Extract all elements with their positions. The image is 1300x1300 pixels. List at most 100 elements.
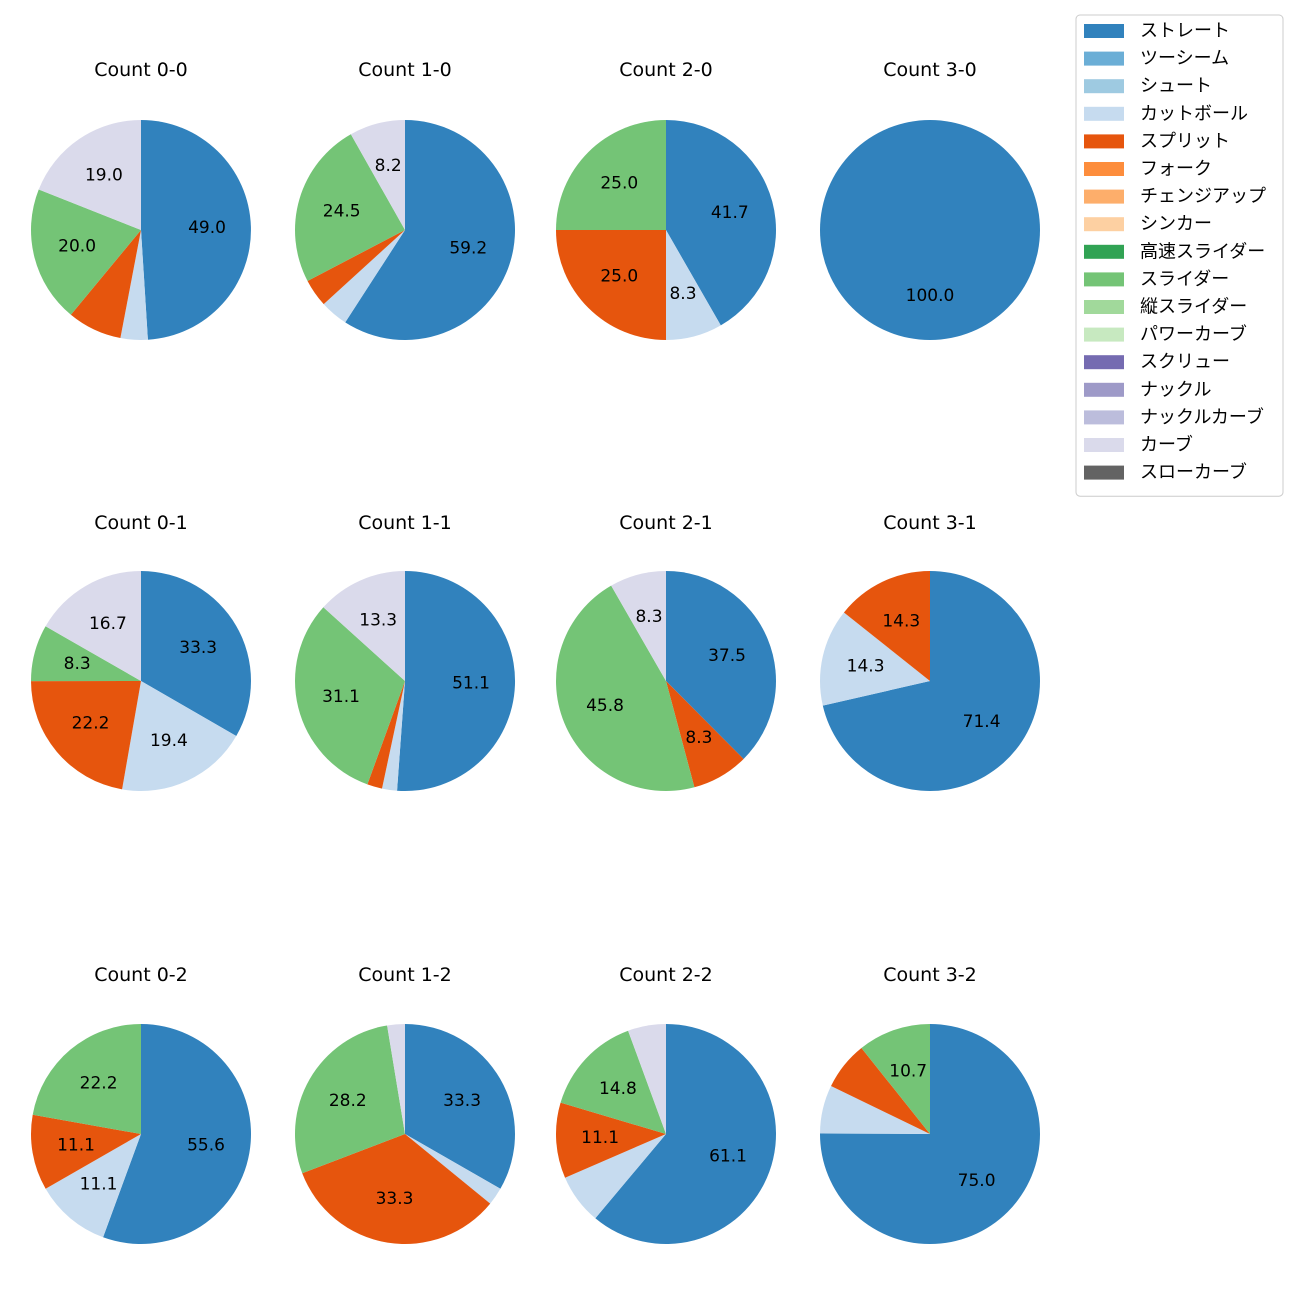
- legend-label: スローカーブ: [1140, 461, 1247, 483]
- slice-count-3-1-1: [819, 612, 930, 706]
- slice-count-2-2-0: [595, 1024, 777, 1244]
- slice-label: 16.7: [89, 614, 127, 634]
- slice-count-1-2-3: [294, 1025, 405, 1174]
- slice-count-3-2-1: [820, 1086, 930, 1134]
- slice-count-0-1-4: [45, 571, 142, 681]
- slice-count-2-0-3: [556, 120, 666, 230]
- slice-label: 28.2: [329, 1091, 367, 1111]
- legend-swatch: [1084, 410, 1124, 425]
- pie-count-1-0: Count 1-0 59.2 24.5 8.2: [294, 59, 516, 340]
- slice-count-2-0-0: [666, 120, 777, 326]
- slice-label: 13.3: [359, 611, 397, 631]
- slice-label: 51.1: [452, 673, 490, 693]
- slice-label: 33.3: [443, 1091, 481, 1111]
- pie-title: Count 3-1: [883, 512, 977, 534]
- legend-label: 縦スライダー: [1140, 297, 1247, 318]
- legend: ストレートツーシームシュートカットボールスプリットフォークチェンジアップシンカー…: [1075, 14, 1284, 497]
- pie-count-0-0: Count 0-0 49.0 20.0 19.0: [30, 59, 251, 340]
- pie-title: Count 3-0: [883, 59, 977, 81]
- slice-count-3-1-2: [843, 571, 930, 681]
- slice-label: 41.7: [711, 203, 749, 223]
- slice-label: 75.0: [958, 1171, 996, 1191]
- slice-count-0-2-1: [45, 1134, 142, 1238]
- slice-count-3-2-2: [831, 1047, 930, 1134]
- legend-label: ナックル: [1140, 379, 1211, 400]
- slice-count-1-2-1: [405, 1134, 501, 1204]
- legend-label: スプリット: [1140, 131, 1230, 152]
- slice-count-1-0-1: [323, 230, 405, 323]
- legend-label: スライダー: [1140, 269, 1229, 290]
- slice-count-0-0-2: [70, 230, 141, 339]
- legend-item: 高速スライダー: [1084, 241, 1265, 262]
- legend-item: スライダー: [1084, 269, 1229, 290]
- legend-swatch: [1084, 106, 1124, 121]
- legend-item: スプリット: [1084, 131, 1230, 152]
- slice-count-1-1-1: [381, 681, 405, 791]
- legend-item: カットボール: [1084, 103, 1248, 124]
- slice-count-2-2-2: [555, 1102, 666, 1178]
- slice-count-2-2-3: [560, 1030, 666, 1134]
- slice-label: 25.0: [600, 173, 638, 193]
- slice-label: 8.3: [669, 284, 696, 304]
- slice-label: 31.1: [322, 687, 360, 707]
- pie-count-3-2: Count 3-2 75.0 10.7: [819, 964, 1040, 1244]
- pie-count-2-0: Count 2-0 41.7 8.3 25.0 25.0: [556, 59, 777, 340]
- legend-swatch: [1084, 300, 1124, 314]
- slice-count-1-1-3: [294, 607, 405, 785]
- legend-label: チェンジアップ: [1140, 186, 1266, 207]
- slice-count-0-1-1: [122, 681, 237, 792]
- slice-label: 14.8: [599, 1079, 637, 1099]
- slice-count-0-1-3: [30, 626, 141, 682]
- slice-count-2-0-1: [666, 230, 721, 340]
- slice-count-2-1-2: [556, 585, 695, 791]
- legend-item: ストレート: [1084, 21, 1230, 42]
- legend-swatch: [1084, 465, 1124, 480]
- slice-count-2-2-4: [628, 1024, 666, 1134]
- slice-label: 37.5: [708, 646, 746, 666]
- legend-label: スクリュー: [1140, 352, 1230, 373]
- pie-count-3-1: Count 3-1 71.4 14.3 14.3: [819, 512, 1040, 791]
- legend-label: 高速スライダー: [1140, 241, 1265, 262]
- legend-item: ナックル: [1084, 379, 1211, 400]
- slice-count-0-0-4: [38, 120, 141, 230]
- slice-count-0-2-0: [103, 1024, 252, 1244]
- legend-label: シュート: [1140, 76, 1212, 97]
- legend-label: フォーク: [1140, 159, 1212, 180]
- slice-label: 33.3: [376, 1189, 414, 1209]
- slice-label: 45.8: [586, 696, 624, 716]
- slice-count-3-1-0: [822, 571, 1040, 791]
- slice-label: 49.0: [188, 218, 226, 238]
- slice-count-1-2-4: [387, 1024, 405, 1134]
- slice-count-0-0-0: [141, 120, 251, 340]
- legend-swatch: [1084, 244, 1124, 259]
- slice-count-3-2-3: [861, 1024, 930, 1134]
- legend-label: カットボール: [1140, 103, 1248, 124]
- legend-item: カーブ: [1084, 434, 1193, 456]
- pie-title: Count 1-1: [358, 512, 452, 534]
- pie-title: Count 0-2: [94, 964, 188, 986]
- slice-count-1-1-2: [367, 681, 405, 789]
- legend-item: ナックルカーブ: [1084, 406, 1264, 428]
- slice-label: 8.3: [64, 654, 91, 674]
- pie-count-2-1: Count 2-1 37.5 8.3 45.8 8.3: [556, 512, 776, 791]
- slice-label: 8.3: [635, 607, 662, 627]
- slice-count-2-2-1: [565, 1134, 666, 1219]
- legend-label: パワーカーブ: [1140, 323, 1247, 345]
- slice-label: 14.3: [882, 612, 920, 632]
- slice-label: 11.1: [57, 1135, 95, 1155]
- slice-count-0-1-0: [141, 571, 251, 736]
- legend-swatch: [1084, 24, 1124, 38]
- legend-item: 縦スライダー: [1084, 297, 1247, 318]
- slice-count-2-1-0: [666, 571, 776, 759]
- legend-item: ツーシーム: [1084, 48, 1229, 69]
- pie-count-0-1: Count 0-1 33.3 19.4 22.2 8.3 16.7: [30, 512, 251, 792]
- slice-label: 59.2: [449, 239, 487, 259]
- pie-title: Count 3-2: [883, 964, 977, 986]
- pie-count-2-2: Count 2-2 61.1 11.1 14.8: [555, 964, 777, 1244]
- pie-title: Count 0-1: [94, 512, 188, 534]
- slice-label: 71.4: [963, 712, 1001, 732]
- slice-label: 11.1: [80, 1175, 118, 1195]
- slice-count-1-0-3: [294, 134, 405, 281]
- legend-item: シュート: [1084, 76, 1212, 97]
